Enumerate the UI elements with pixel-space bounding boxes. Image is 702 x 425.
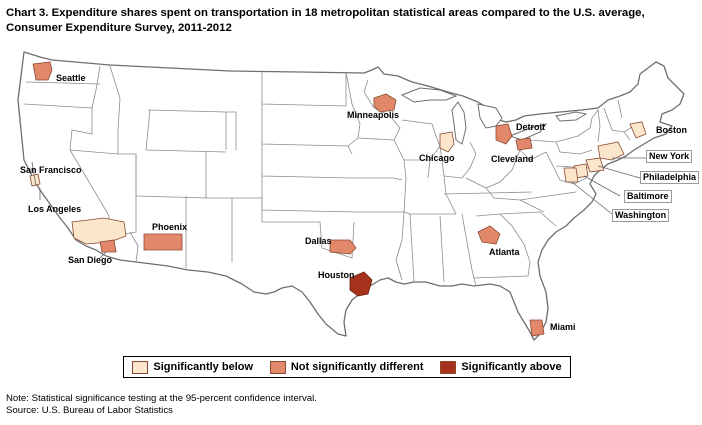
metro-houston <box>349 271 373 297</box>
metro-cleveland <box>515 137 533 151</box>
metro-seattle <box>32 61 53 81</box>
label-boston: Boston <box>656 125 687 135</box>
label-leader-lines <box>31 157 648 259</box>
label-baltimore: Baltimore <box>624 190 672 203</box>
label-houston: Houston <box>318 270 355 280</box>
legend-item-below: Significantly below <box>132 360 254 374</box>
label-los-angeles: Los Angeles <box>28 204 82 214</box>
label-minneapolis: Minneapolis <box>347 110 400 120</box>
legend-label-above: Significantly above <box>461 361 562 373</box>
label-chicago: Chicago <box>419 153 455 163</box>
metro-dallas <box>329 239 357 255</box>
label-washington: Washington <box>612 209 670 222</box>
metro-boston <box>629 121 647 139</box>
metro-new-york <box>597 141 625 161</box>
state-borders <box>23 65 641 287</box>
chart-title: Chart 3. Expenditure shares spent on tra… <box>6 7 645 34</box>
legend: Significantly below Not significantly di… <box>123 356 571 378</box>
metro-chicago <box>439 131 455 153</box>
source-text: Source: U.S. Bureau of Labor Statistics <box>6 405 173 416</box>
legend-label-not-different: Not significantly different <box>290 361 424 373</box>
label-seattle: Seattle <box>56 73 86 83</box>
footnote: Note: Statistical significance testing a… <box>6 393 317 417</box>
lake-ontario <box>555 111 588 122</box>
label-phoenix: Phoenix <box>152 222 188 232</box>
label-detroit: Detroit <box>516 122 545 132</box>
legend-swatch-above <box>440 360 457 374</box>
legend-item-not-different: Not significantly different <box>269 360 424 374</box>
label-philadelphia: Philadelphia <box>640 171 700 184</box>
lake-superior <box>400 87 458 103</box>
metro-los-angeles <box>71 217 127 245</box>
label-san-diego: San Diego <box>68 255 113 265</box>
legend-label-below: Significantly below <box>153 361 254 373</box>
legend-item-above: Significantly above <box>440 360 562 374</box>
metro-atlanta <box>477 225 501 245</box>
label-san-francisco: San Francisco <box>20 165 82 175</box>
label-dallas: Dallas <box>305 236 332 246</box>
label-miami: Miami <box>550 322 576 332</box>
note-text: Note: Statistical significance testing a… <box>6 393 317 404</box>
metro-phoenix <box>143 233 183 251</box>
us-outline <box>17 51 685 341</box>
metro-philadelphia <box>585 157 605 173</box>
metro-washington <box>563 167 579 183</box>
metro-minneapolis <box>373 93 397 113</box>
label-atlanta: Atlanta <box>489 247 520 257</box>
metro-detroit <box>495 123 513 145</box>
lake-michigan <box>451 101 467 145</box>
metro-san-diego <box>99 239 117 253</box>
legend-swatch-not-different <box>269 360 286 374</box>
label-new-york: New York <box>646 150 693 163</box>
label-cleveland: Cleveland <box>491 154 534 164</box>
metro-miami <box>529 319 545 337</box>
legend-swatch-below <box>132 360 149 374</box>
